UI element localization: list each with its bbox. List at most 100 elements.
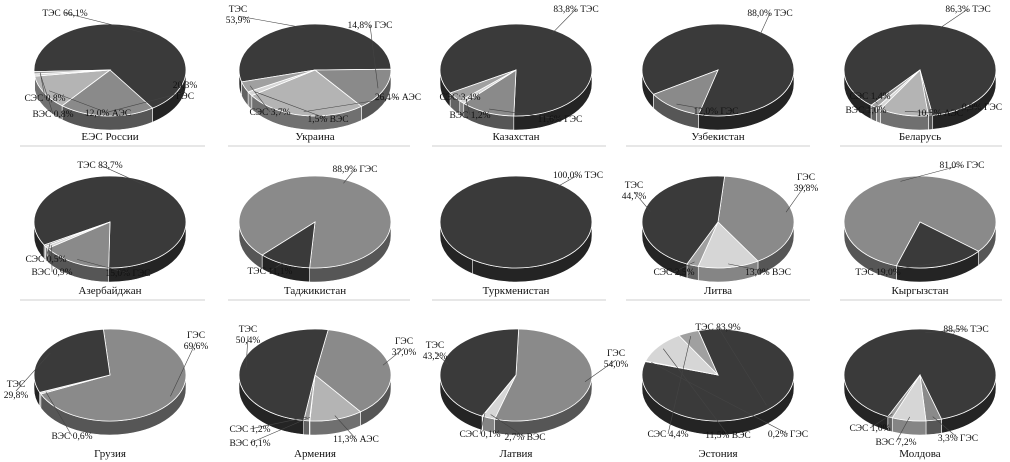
leader-line [465, 99, 471, 116]
slice-label-тэс: 86,3% ТЭС [945, 5, 990, 15]
pie-chart-13: ГЭС 54,0% 2,7% ВЭС СЭС 0,1% ТЭС 43,2% Латвия [423, 328, 629, 460]
leader-line [334, 415, 357, 440]
chart-title: Эстония [698, 448, 737, 460]
pie-chart-7: 88,9% ГЭС ТЭС 11,1% Таджикистан [238, 165, 392, 297]
slice-label-сэс: СЭС 1,0% [849, 424, 890, 434]
slice-label-сэс: СЭС 0,5% [25, 255, 66, 265]
slice-label-гэс: 14,8% ГЭС [347, 21, 392, 31]
chart-title: Туркменистан [483, 285, 550, 297]
slice-сэс [449, 69, 517, 102]
slice-label-тэс: ТЭС 19,0% [855, 268, 900, 278]
slice-label-гэс: ГЭС 37,0% [392, 337, 417, 358]
chart-title: Беларусь [899, 131, 941, 143]
slice-label-вэс: 2,7% ВЭС [504, 433, 545, 443]
chart-title: Грузия [94, 448, 126, 460]
slice-label-вэс: 1,5% ВЭС [307, 115, 348, 125]
slice-тэс [238, 23, 392, 83]
slice-гэс [652, 69, 719, 115]
slice-label-тэс: 88,5% ТЭС [943, 325, 988, 335]
leader-line [249, 416, 308, 430]
chart-title: Узбекистан [691, 131, 744, 143]
pie-chart-8: 100,0% ТЭС Туркменистан [439, 171, 603, 297]
leader-line [555, 174, 579, 188]
leader-line [900, 164, 963, 182]
slice-сэс [241, 69, 316, 93]
leader-line [40, 74, 54, 115]
slice-сэс [43, 221, 111, 247]
pie-chart-15: 88,5% ТЭС 3,3% ГЭС ВЭС 7,2% СЭС 1,0% Молдова [843, 325, 997, 460]
leader-line [343, 168, 356, 184]
pie-chart-6: ТЭС 83,7% 15,0% ГЭС ВЭС 0,9% СЭС 0,5% Азерба… [25, 161, 187, 297]
slice-гэс [493, 328, 593, 422]
slice-тэс [439, 175, 593, 269]
slice-label-вэс: ВЭС 1,2% [449, 111, 490, 121]
slice-side-сэс [303, 420, 310, 436]
leader-line [895, 416, 911, 443]
leader-line [77, 259, 129, 274]
slice-гэс [314, 329, 392, 413]
leader-line [39, 72, 46, 99]
leader-line [877, 262, 940, 273]
slice-label-тэс: ТЭС 11,1% [248, 267, 293, 277]
pie-chart-4: 88,0% ТЭС 12,0% ГЭС Узбекистан [641, 9, 795, 143]
slice-сэс [870, 69, 921, 109]
leader-line [15, 352, 51, 392]
chart-title: Латвия [499, 448, 532, 460]
chart-title: Кыргызстан [891, 285, 948, 297]
pie-chart-10: 81,0% ГЭС ТЭС 19,0% Кыргызстан [843, 161, 997, 297]
leader-line [170, 341, 197, 397]
slice-label-тэс: ТЭС 83,9% [695, 323, 740, 333]
leader-line [382, 347, 405, 366]
leader-line [932, 416, 959, 439]
slice-label-вэс: ВЭС 0,9% [31, 268, 72, 278]
slice-label-гэс: 88,9% ГЭС [332, 165, 377, 175]
pie-chart-14: ТЭС 83,9% 0,2% ГЭС 11,5% ВЭС СЭС 4,4% Эстони… [641, 323, 808, 460]
leader-line [728, 263, 769, 273]
leader-line [651, 362, 789, 435]
slice-label-тэс: ТЭС 44,7% [622, 181, 647, 202]
slice-label-тэс: 83,8% ТЭС [553, 5, 598, 15]
slice-label-сэс: СЭС 2,5% [653, 268, 694, 278]
slice-тэс [641, 23, 795, 117]
slice-сэс [678, 330, 719, 376]
chart-title: Азербайджан [78, 285, 141, 297]
chart-title: ЕЭС России [81, 131, 138, 143]
slice-label-сэс: СЭС 0,1% [459, 430, 500, 440]
slice-label-тэс: ТЭС 83,7% [77, 161, 122, 171]
chart-title: Литва [704, 285, 732, 297]
slice-гэс [40, 328, 187, 422]
leader-line [249, 85, 271, 113]
slice-label-гэс: 81,0% ГЭС [939, 161, 984, 171]
pie-chart-1: ТЭС 66,1% 20,3% ГЭС 12,0% АЭС ВЭС 0,8% СЭС 0,… [24, 9, 197, 143]
leader-line [254, 91, 329, 120]
slice-label-сэс: СЭС 1,2% [229, 425, 270, 435]
chart-title: Таджикистан [284, 285, 346, 297]
leader-line [938, 8, 969, 30]
slice-тэс [439, 328, 520, 417]
leader-line [106, 91, 186, 113]
slice-label-сэс: СЭС 4,4% [647, 430, 688, 440]
slice-label-гэс: 12,0% ГЭС [693, 107, 738, 117]
slice-label-тэс: ТЭС 29,8% [4, 380, 29, 401]
slice-label-аэс: 12,0% АЭС [85, 109, 131, 119]
slice-гэс [47, 221, 111, 269]
slice-label-тэс: ТЭС 53,9% [226, 5, 251, 26]
slice-label-вэс: 11,5% ВЭС [705, 431, 751, 441]
slice-гэс [313, 68, 392, 107]
leader-line [869, 95, 878, 104]
slice-label-сэс: СЭС 3,7% [249, 108, 290, 118]
pie-chart-3: 83,8% ТЭС 11,6% ГЭС ВЭС 1,2% СЭС 3,4% Казахс… [439, 5, 598, 143]
slice-side-гэс [925, 418, 942, 436]
slice-label-сэс: СЭС 3,4% [439, 93, 480, 103]
slice-label-гэс: ГЭС 39,8% [794, 173, 819, 194]
slice-label-аэс: 10,5% АЭС [917, 109, 963, 119]
slice-label-вэс: ВЭС 0,8% [32, 110, 73, 120]
chart-title: Молдова [899, 448, 940, 460]
leader-line [904, 111, 941, 114]
slice-label-вэс: ВЭС 0,1% [229, 439, 270, 449]
slice-тэс [261, 221, 316, 269]
leader-line [489, 108, 561, 120]
slice-label-гэс: ГЭС 54,0% [604, 349, 629, 370]
slice-label-тэс: 100,0% ТЭС [553, 171, 603, 181]
